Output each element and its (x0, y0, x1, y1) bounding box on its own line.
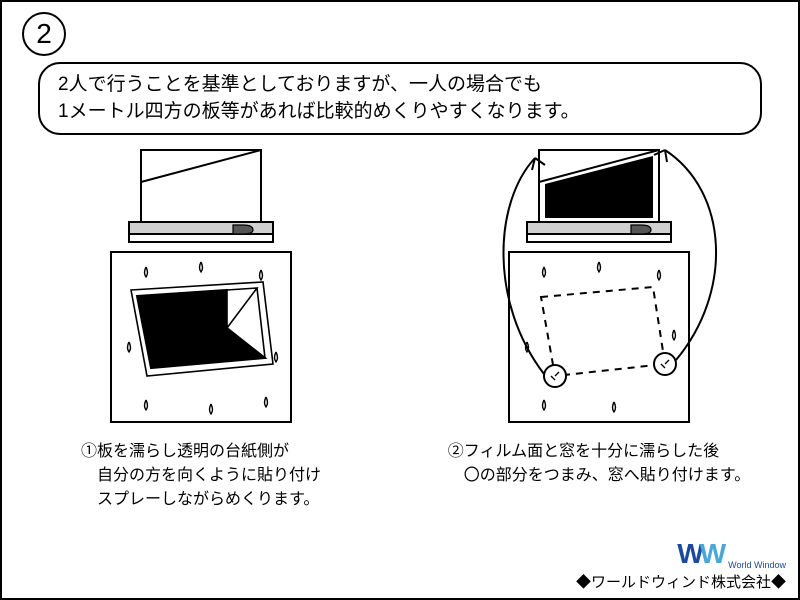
illustration-right (449, 142, 749, 432)
logo-w1: W (677, 538, 697, 570)
panel-right: ②フィルム面と窓を十分に濡らした後 〇の部分をつまみ、窓へ貼り付けます。 (429, 142, 769, 518)
footer-company: ◆ワールドウィンド株式会社◆ (576, 571, 786, 592)
logo-w2: W (700, 538, 726, 570)
note-line-2: 1メートル四方の板等があれば比較的めくりやすくなります。 (58, 99, 742, 126)
car-window-cross-section (129, 150, 273, 242)
board-dashed-outline (509, 252, 689, 422)
step-number: 2 (22, 12, 66, 56)
board-with-film (111, 252, 291, 422)
caption-right: ②フィルム面と窓を十分に濡らした後 〇の部分をつまみ、窓へ貼り付けます。 (448, 440, 750, 488)
note-line-1: 2人で行うことを基準としておりますが、一人の場合でも (58, 72, 742, 99)
logo-sub: World Window (728, 560, 786, 570)
car-window-with-film (527, 150, 671, 242)
caption-left: ①板を濡らし透明の台紙側が 自分の方を向くように貼り付け スプレーしながらめくり… (81, 440, 321, 512)
panel-left: ①板を濡らし透明の台紙側が 自分の方を向くように貼り付け スプレーしながらめくり… (31, 142, 371, 518)
brand-logo: W W World Window (677, 538, 786, 570)
illustration-left (51, 142, 351, 432)
note-bubble: 2人で行うことを基準としておりますが、一人の場合でも 1メートル四方の板等があれ… (38, 62, 762, 135)
panels: ①板を濡らし透明の台紙側が 自分の方を向くように貼り付け スプレーしながらめくり… (2, 142, 798, 518)
